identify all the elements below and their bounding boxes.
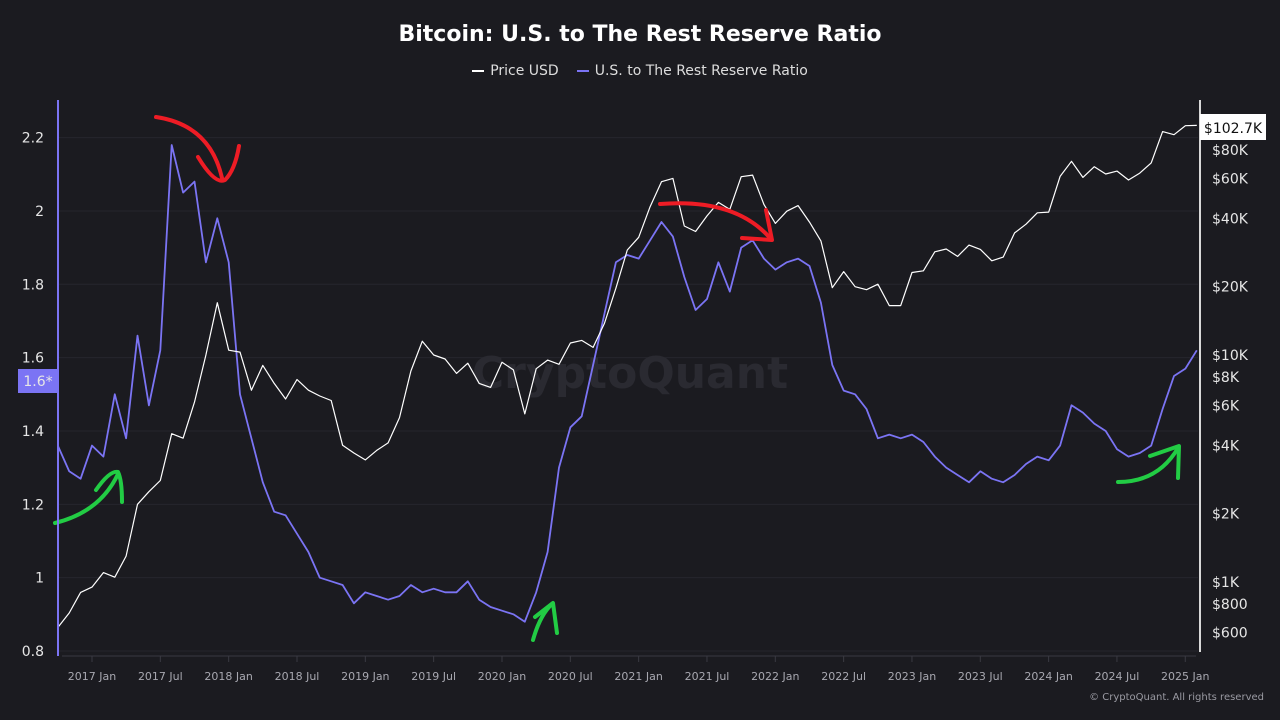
right-tick-label: $20K bbox=[1212, 280, 1249, 296]
price-line bbox=[57, 124, 1197, 628]
x-tick-label: 2025 Jan bbox=[1161, 670, 1209, 683]
ratio-line bbox=[56, 144, 1198, 623]
legend-label-price: Price USD bbox=[490, 63, 559, 79]
left-tick-label: 1.4 bbox=[22, 424, 44, 440]
legend: Price USD U.S. to The Rest Reserve Ratio bbox=[0, 63, 1280, 79]
watermark: CryptoQuant bbox=[472, 348, 788, 399]
x-tick-label: 2019 Jan bbox=[341, 670, 389, 683]
annotation-green-arrowhead-2 bbox=[533, 601, 559, 635]
left-tick-label: 1.6 bbox=[22, 351, 44, 367]
x-tick-label: 2020 Jan bbox=[478, 670, 526, 683]
left-tick-label: 1.2 bbox=[22, 497, 44, 513]
annotation-green-arrowhead-3 bbox=[1148, 444, 1181, 480]
x-tick-label: 2020 Jul bbox=[548, 670, 593, 683]
right-tick-label: $40K bbox=[1212, 211, 1249, 227]
x-tick-label: 2019 Jul bbox=[411, 670, 456, 683]
legend-swatch-price bbox=[472, 70, 485, 72]
left-tick-label: 1.8 bbox=[22, 277, 44, 293]
x-tick-label: 2018 Jul bbox=[275, 670, 320, 683]
credit: © CryptoQuant. All rights reserved bbox=[1089, 692, 1264, 703]
annotation-green-arrow-1 bbox=[53, 472, 120, 525]
x-tick-label: 2018 Jan bbox=[204, 670, 252, 683]
annotation-red-arrow-2 bbox=[658, 201, 772, 240]
right-tick-label: $80K bbox=[1212, 143, 1249, 159]
right-tick-label: $2K bbox=[1212, 507, 1240, 523]
legend-item-price[interactable]: Price USD bbox=[472, 63, 559, 79]
x-tick-label: 2022 Jul bbox=[821, 670, 866, 683]
x-tick-label: 2017 Jul bbox=[138, 670, 183, 683]
left-tick-label: 1 bbox=[35, 571, 44, 587]
x-tick-label: 2022 Jan bbox=[751, 670, 799, 683]
annotation-red-arrowhead-1 bbox=[196, 144, 241, 183]
right-tick-label: $10K bbox=[1212, 348, 1249, 364]
x-tick-label: 2024 Jul bbox=[1095, 670, 1140, 683]
legend-item-ratio[interactable]: U.S. to The Rest Reserve Ratio bbox=[576, 63, 808, 79]
x-tick-label: 2023 Jul bbox=[958, 670, 1003, 683]
right-tick-label: $1K bbox=[1212, 575, 1240, 591]
x-tick-label: 2017 Jan bbox=[68, 670, 116, 683]
x-tick-label: 2021 Jul bbox=[685, 670, 730, 683]
annotation-green-arrowhead-1 bbox=[94, 469, 124, 504]
right-tick-label: $600 bbox=[1212, 625, 1248, 641]
annotation-green-arrow-3 bbox=[1116, 446, 1180, 484]
current-ratio-badge bbox=[18, 369, 58, 393]
x-tick-label: 2024 Jan bbox=[1024, 670, 1072, 683]
chart-title: Bitcoin: U.S. to The Rest Reserve Ratio bbox=[398, 22, 882, 47]
right-tick-label: $6K bbox=[1212, 398, 1240, 414]
right-tick-label: $4K bbox=[1212, 438, 1240, 454]
current-ratio-label: 1.6* bbox=[23, 374, 52, 390]
x-tick-label: 2023 Jan bbox=[888, 670, 936, 683]
annotation-red-arrow-1 bbox=[154, 115, 224, 180]
annotation-red-arrowhead-2 bbox=[740, 208, 774, 242]
right-tick-label: $800 bbox=[1212, 597, 1248, 613]
legend-swatch-ratio bbox=[576, 70, 589, 72]
left-tick-label: 2.2 bbox=[22, 131, 44, 147]
right-tick-label: $60K bbox=[1212, 171, 1249, 187]
left-tick-label: 0.8 bbox=[22, 644, 44, 660]
legend-label-ratio: U.S. to The Rest Reserve Ratio bbox=[594, 63, 808, 79]
x-tick-label: 2021 Jan bbox=[614, 670, 662, 683]
left-tick-label: 2 bbox=[35, 204, 44, 220]
current-price-badge bbox=[1200, 114, 1266, 140]
right-tick-label: $8K bbox=[1212, 370, 1240, 386]
current-price-label: $102.7K bbox=[1204, 121, 1263, 137]
